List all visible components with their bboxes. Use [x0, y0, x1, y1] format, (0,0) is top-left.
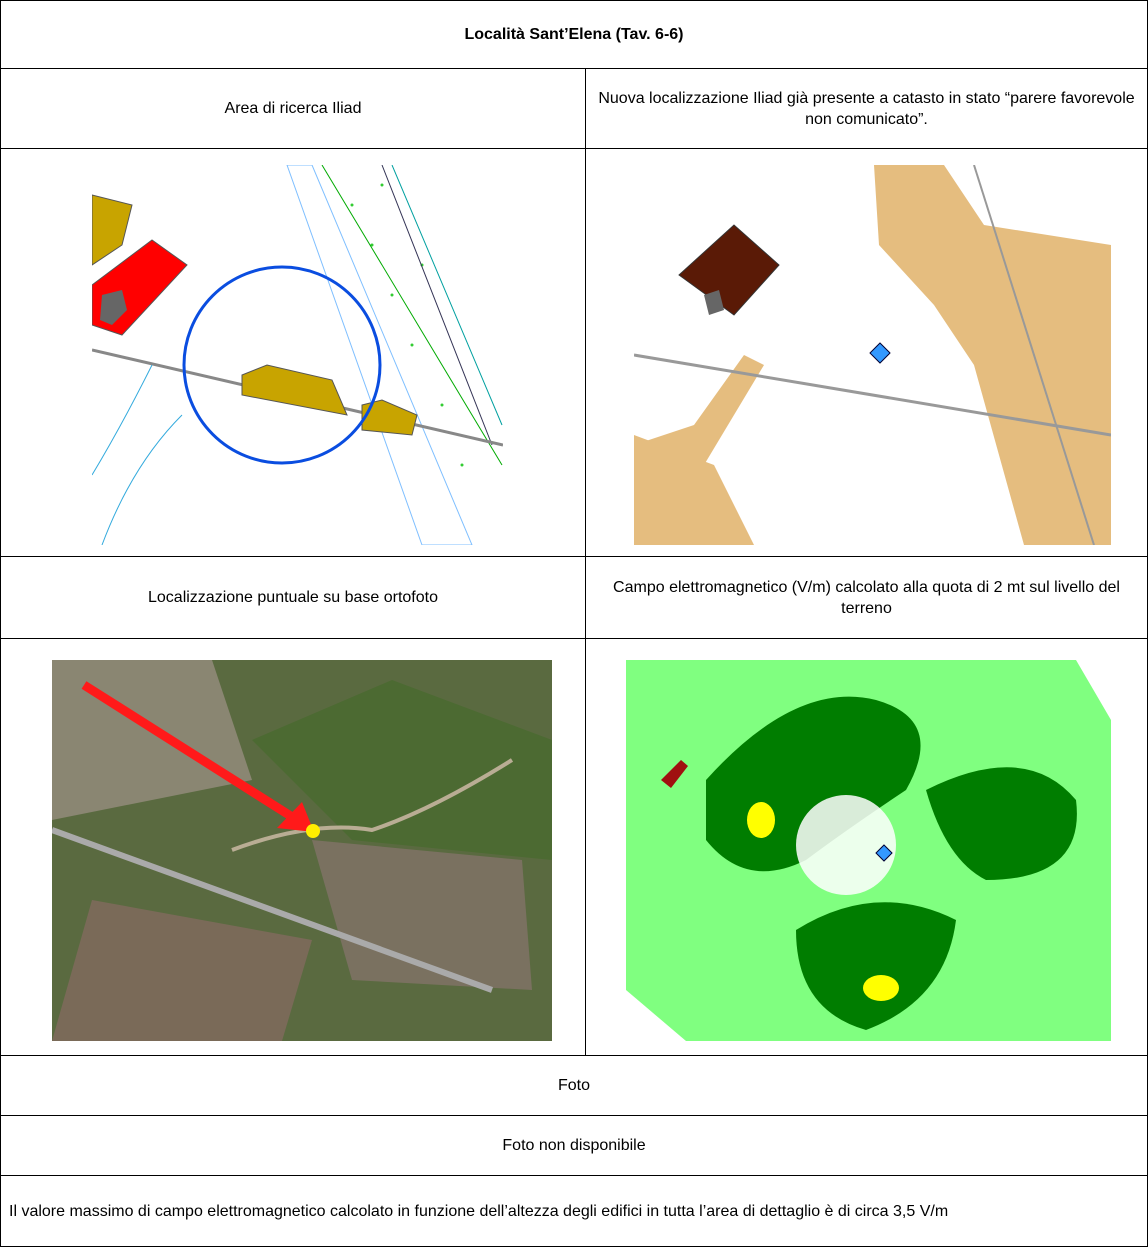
- map-shape: [252, 680, 552, 860]
- map-shape: [747, 802, 775, 838]
- map-shape: [321, 165, 503, 466]
- map-shape: [350, 183, 464, 467]
- cell: Campo elettromagnetico (V/m) calcolato a…: [585, 556, 1148, 639]
- map-shape: [926, 767, 1077, 880]
- map-shape: [81, 681, 300, 824]
- map-shape: [634, 353, 1111, 437]
- map-shape: [231, 758, 514, 852]
- map-shape: [869, 342, 891, 364]
- map-shape: [704, 290, 724, 315]
- cell: Foto non disponibile: [0, 1115, 1148, 1176]
- note: Il valore massimo di campo elettromagnet…: [9, 1202, 949, 1220]
- map-shape: [52, 900, 312, 1041]
- cell-text: Area di ricerca Iliad: [224, 100, 362, 117]
- photo-heading: Foto: [557, 1077, 590, 1094]
- map-shape: [241, 364, 348, 416]
- map-shape: [312, 840, 532, 990]
- map-shape: [440, 403, 444, 407]
- cell-text: Campo elettromagnetico (V/m) calcolato a…: [613, 578, 1120, 617]
- map-shape: [100, 290, 127, 325]
- map-shape: [361, 399, 418, 436]
- photo-status: Foto non disponibile: [502, 1137, 646, 1154]
- map-shape: [863, 975, 899, 1001]
- map-shape: [796, 795, 896, 895]
- map-shape: [306, 824, 320, 838]
- map-shape: [460, 463, 464, 467]
- cell-text: Localizzazione puntuale su base ortofoto: [148, 589, 438, 606]
- cell-text: Nuova localizzazione Iliad già presente …: [598, 89, 1135, 128]
- map-shape: [92, 165, 503, 545]
- map-shape: [92, 364, 183, 545]
- map-shape: [380, 183, 384, 187]
- map-shape: [350, 203, 354, 207]
- map-shape: [381, 165, 493, 446]
- orthophoto: [52, 660, 552, 1041]
- map-shape: [390, 293, 394, 297]
- map-shape: [277, 802, 314, 832]
- em-field-map: [626, 660, 1111, 1041]
- map-new-location: [634, 165, 1111, 545]
- map-shape: [796, 902, 956, 1030]
- map-shape: [973, 165, 1095, 545]
- map-shape: [661, 760, 688, 788]
- map-shape: [182, 265, 382, 465]
- map-shape: [92, 194, 133, 266]
- cell: Nuova localizzazione Iliad già presente …: [585, 68, 1148, 149]
- map-shape: [52, 827, 494, 993]
- cell: Area di ricerca Iliad: [0, 68, 586, 149]
- map-search-area: [92, 165, 503, 545]
- title: Località Sant’Elena (Tav. 6-6): [464, 26, 684, 43]
- map-shape: [875, 844, 893, 862]
- map-shape: [391, 165, 503, 426]
- map-shape: [410, 343, 414, 347]
- cell: Il valore massimo di campo elettromagnet…: [0, 1175, 1148, 1247]
- map-shape: [370, 243, 374, 247]
- title-cell: Località Sant’Elena (Tav. 6-6): [0, 0, 1148, 69]
- map-shape: [634, 435, 754, 545]
- cell: Localizzazione puntuale su base ortofoto: [0, 556, 586, 639]
- map-shape: [874, 165, 1111, 545]
- cell: Foto: [0, 1055, 1148, 1116]
